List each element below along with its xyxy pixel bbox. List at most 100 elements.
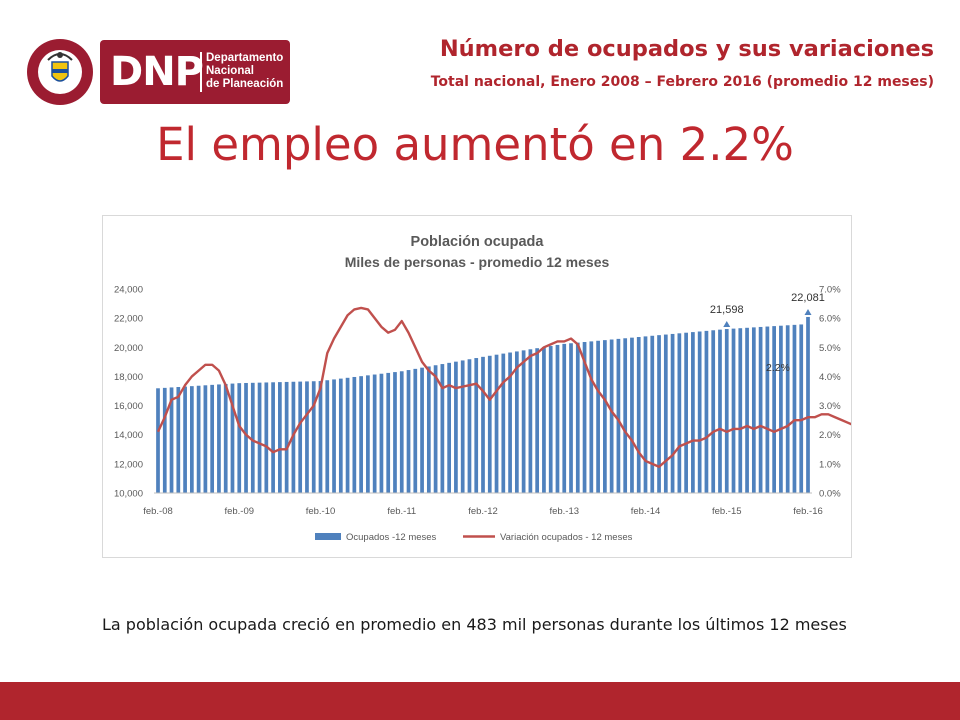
bar-ocupados — [603, 340, 607, 493]
x-tick-label: feb.-11 — [387, 506, 416, 517]
dnp-acronym: DNP — [110, 49, 204, 95]
bar-ocupados — [189, 386, 194, 493]
bar-ocupados — [210, 384, 215, 493]
bar-ocupados — [467, 359, 472, 493]
bar-ocupados — [555, 344, 560, 493]
bar-ocupados — [230, 383, 235, 493]
bar-ocupados — [311, 381, 316, 493]
bar-ocupados — [183, 386, 187, 493]
y-right-tick-label: 2.0% — [819, 430, 841, 441]
colombia-seal-logo — [26, 38, 94, 106]
bar-ocupados — [535, 348, 540, 493]
bar-ocupados — [758, 326, 763, 493]
bar-ocupados — [636, 337, 641, 493]
logo-line-1: Departamento — [206, 52, 284, 64]
bar-ocupados — [691, 332, 695, 493]
bar-ocupados — [393, 372, 397, 493]
bar-ocupados — [772, 326, 776, 493]
bar-ocupados — [663, 334, 668, 493]
y-right-tick-label: 5.0% — [819, 343, 841, 354]
x-tick-label: feb.-16 — [793, 506, 823, 517]
bar-ocupados — [589, 341, 594, 493]
bar-ocupados — [596, 340, 600, 493]
bar-ocupados — [278, 382, 282, 493]
bar-ocupados — [481, 356, 485, 493]
chart-subtitle: Miles de personas - promedio 12 meses — [345, 254, 610, 270]
bar-ocupados — [359, 376, 363, 493]
bar-ocupados — [724, 329, 729, 493]
bar-ocupados — [630, 337, 634, 493]
annotation-arrow — [804, 308, 812, 315]
bar-ocupados — [338, 378, 343, 493]
y-left-tick-label: 24,000 — [114, 285, 143, 296]
dnp-logo: DNP Departamento Nacional de Planeación — [100, 40, 290, 104]
y-right-tick-label: 1.0% — [819, 459, 841, 470]
bar-ocupados — [731, 328, 736, 493]
bar-ocupados — [548, 346, 553, 493]
bar-ocupados — [704, 330, 709, 493]
bar-ocupados — [650, 335, 655, 493]
annotation-label: 21,598 — [710, 304, 744, 316]
y-left-tick-label: 16,000 — [114, 401, 143, 412]
bar-ocupados — [454, 361, 458, 493]
annotation-label: 2.2% — [766, 362, 790, 374]
bar-ocupados — [305, 381, 309, 493]
bar-ocupados — [487, 355, 492, 493]
bar-ocupados — [657, 335, 661, 493]
bar-ocupados — [372, 374, 377, 493]
chart-title: Población ocupada — [411, 234, 545, 250]
y-right-tick-label: 7.0% — [819, 285, 841, 296]
bar-ocupados — [494, 354, 499, 493]
bar-ocupados — [799, 324, 804, 493]
headline: El empleo aumentó en 2.2% — [156, 118, 794, 171]
x-tick-label: feb.-12 — [468, 506, 498, 517]
bar-ocupados — [508, 352, 512, 493]
bar-ocupados — [217, 384, 221, 493]
legend-label-ocupados: Ocupados -12 meses — [346, 532, 437, 543]
slide-subtitle: Total nacional, Enero 2008 – Febrero 201… — [430, 74, 934, 90]
x-tick-label: feb.-09 — [224, 506, 254, 517]
bar-ocupados — [745, 327, 749, 493]
bar-ocupados — [779, 325, 783, 493]
bar-ocupados — [684, 332, 688, 493]
bar-ocupados — [250, 382, 255, 493]
bar-ocupados — [162, 387, 167, 493]
logo-line-3: de Planeación — [206, 78, 284, 90]
slide-title: Número de ocupados y sus variaciones — [439, 36, 934, 62]
x-tick-label: feb.-13 — [549, 506, 579, 517]
bar-ocupados — [718, 329, 722, 493]
line-variacion-ocupados — [156, 306, 851, 468]
logo-line-2: Nacional — [206, 65, 254, 77]
bar-ocupados — [616, 338, 621, 493]
bar-ocupados — [345, 377, 350, 493]
bar-ocupados — [677, 333, 682, 493]
bar-ocupados — [575, 342, 580, 493]
bar-ocupados — [501, 353, 506, 493]
x-tick-label: feb.-14 — [631, 506, 661, 517]
bar-ocupados — [806, 316, 810, 493]
bar-ocupados — [271, 382, 275, 493]
bar-ocupados — [738, 328, 743, 493]
x-tick-label: feb.-15 — [712, 506, 742, 517]
bar-ocupados — [569, 343, 573, 493]
bar-ocupados — [447, 362, 451, 493]
bar-ocupados — [670, 333, 675, 493]
bar-ocupados — [237, 383, 242, 493]
bar-ocupados — [514, 351, 519, 493]
x-tick-label: feb.-10 — [306, 506, 336, 517]
bar-ocupados — [318, 381, 323, 493]
dnp-full-name: Departamento Nacional de Planeación — [206, 52, 283, 91]
chart-svg: Población ocupada Miles de personas - pro… — [114, 234, 851, 543]
legend-label-variacion: Variación ocupados - 12 meses — [500, 532, 633, 543]
y-right-tick-label: 0.0% — [819, 489, 841, 500]
bar-ocupados — [399, 371, 404, 493]
bar-ocupados — [386, 372, 391, 493]
bar-ocupados — [474, 358, 479, 493]
y-right-tick-label: 4.0% — [819, 372, 841, 383]
bar-ocupados — [298, 381, 303, 493]
bar-ocupados — [711, 330, 716, 493]
y-left-tick-label: 12,000 — [114, 459, 143, 470]
bar-ocupados — [542, 347, 546, 493]
bar-ocupados — [440, 364, 445, 493]
y-left-tick-label: 14,000 — [114, 430, 143, 441]
